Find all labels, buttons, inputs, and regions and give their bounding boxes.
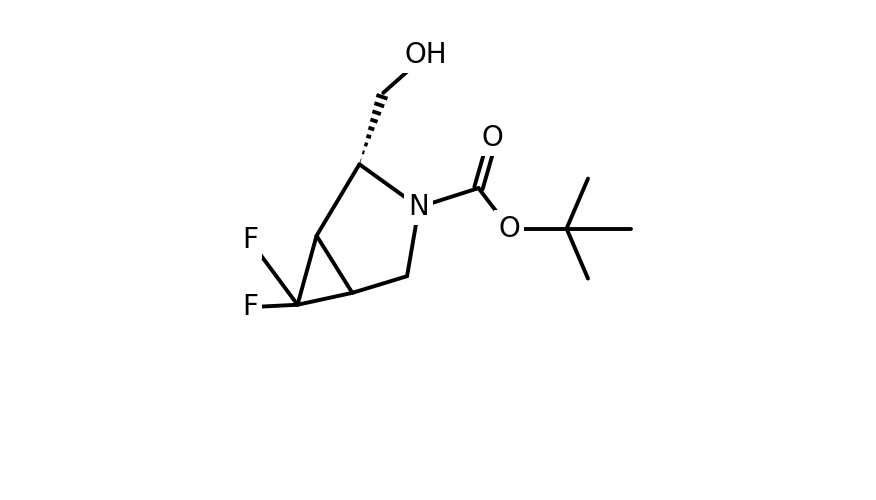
Text: O: O <box>498 214 520 242</box>
Text: OH: OH <box>405 41 448 69</box>
Text: N: N <box>408 193 429 221</box>
Text: F: F <box>242 293 258 321</box>
Text: F: F <box>242 226 258 254</box>
Text: O: O <box>482 124 504 152</box>
